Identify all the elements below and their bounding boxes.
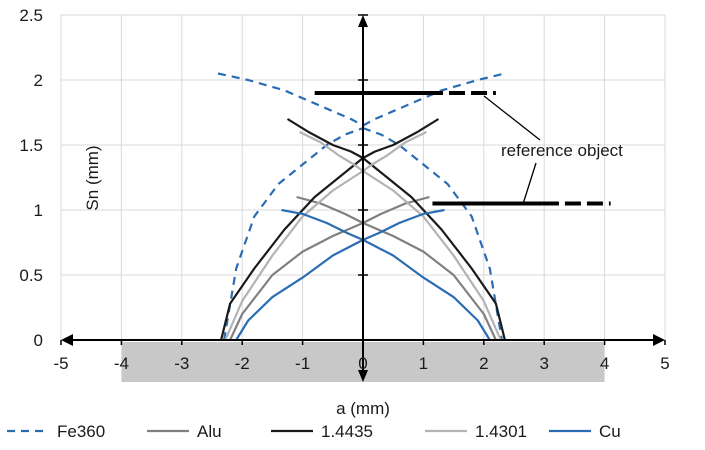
series-layer xyxy=(217,72,506,341)
series-1-branch-1 xyxy=(296,195,364,224)
x-axis-arrow-left xyxy=(61,334,73,346)
x-tick-label-3: -2 xyxy=(235,354,250,373)
series-2-branch-0 xyxy=(220,157,364,341)
legend-label-0: Fe360 xyxy=(57,422,105,441)
series-2-branch-1 xyxy=(286,118,364,159)
reference-bars xyxy=(314,91,611,206)
y-axis-arrow-bottom xyxy=(358,370,368,382)
series-4-branch-3 xyxy=(362,208,445,241)
legend-label-1: Alu xyxy=(197,422,222,441)
series-1-branch-0 xyxy=(229,221,364,341)
y-tick-label-2: 1 xyxy=(34,201,43,220)
series-0-branch-3 xyxy=(362,72,506,127)
y-tick-label-1: 0.5 xyxy=(19,266,43,285)
series-4-branch-1 xyxy=(281,208,364,241)
tick-labels: -5 -4 -3 -2 -1 0 1 2 3 4 5 0 0.5 1 1.5 2 2.5 xyxy=(19,6,669,373)
legend-label-3: 1.4301 xyxy=(475,422,527,441)
x-tick-label-6: 1 xyxy=(419,354,428,373)
y-tick-label-4: 2 xyxy=(34,71,43,90)
reference-leader-bottom xyxy=(522,162,537,205)
series-3-branch-1 xyxy=(299,131,364,172)
series-1-branch-3 xyxy=(362,195,430,224)
series-3-branch-2 xyxy=(362,170,502,341)
x-tick-label-8: 3 xyxy=(539,354,548,373)
x-axis-label: a (mm) xyxy=(336,399,390,418)
x-tick-label-4: -1 xyxy=(295,354,310,373)
series-4-branch-0 xyxy=(235,238,364,341)
series-0-branch-0 xyxy=(223,127,364,341)
series-2-branch-2 xyxy=(362,157,506,341)
y-tick-label-5: 2.5 xyxy=(19,6,43,25)
series-3-branch-3 xyxy=(362,131,427,172)
x-tick-label-9: 4 xyxy=(600,354,609,373)
series-0-branch-1 xyxy=(217,72,364,127)
y-tick-label-3: 1.5 xyxy=(19,136,43,155)
x-tick-label-10: 5 xyxy=(660,354,669,373)
series-4-branch-2 xyxy=(362,238,491,341)
series-3-branch-0 xyxy=(224,170,364,341)
y-tick-label-0: 0 xyxy=(34,331,43,350)
series-2-branch-3 xyxy=(362,118,440,159)
x-axis-arrow-right xyxy=(653,334,665,346)
x-tick-label-5: 0 xyxy=(358,354,367,373)
legend-label-2: 1.4435 xyxy=(321,422,373,441)
reference-object-label: reference object xyxy=(501,141,623,160)
x-tick-label-1: -4 xyxy=(114,354,129,373)
y-axis-label: Sn (mm) xyxy=(83,145,102,210)
legend: Fe360 Alu 1.4435 1.4301 Cu xyxy=(7,422,621,441)
x-tick-label-0: -5 xyxy=(53,354,68,373)
series-1-branch-2 xyxy=(362,221,497,341)
y-axis-arrow-top xyxy=(358,15,368,27)
reference-leader-top xyxy=(483,95,541,141)
series-0-branch-2 xyxy=(362,127,503,341)
axes xyxy=(60,14,666,382)
legend-label-4: Cu xyxy=(599,422,621,441)
x-tick-label-7: 2 xyxy=(479,354,488,373)
x-tick-label-2: -3 xyxy=(174,354,189,373)
